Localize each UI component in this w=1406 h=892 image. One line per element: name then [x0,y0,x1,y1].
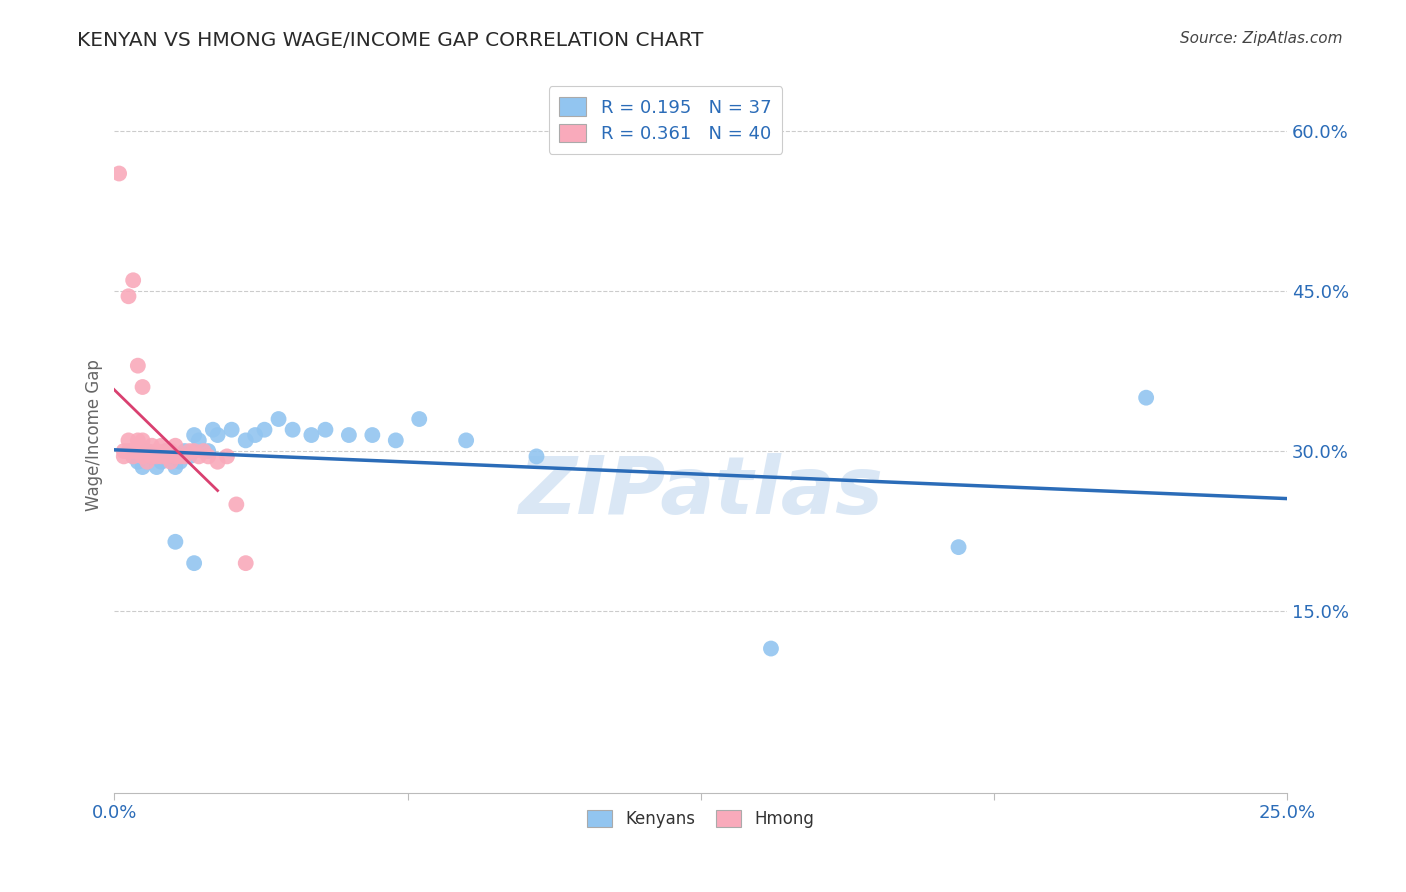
Point [183,428,205,442]
Point [221,423,243,437]
Point [201,423,224,437]
Point [281,423,304,437]
Point [215,450,238,464]
Point [193,444,215,458]
Point [253,423,276,437]
Point [187,434,209,448]
Point [141,439,163,453]
Point [173,444,195,458]
Point [122,273,145,287]
Point [127,434,149,448]
Point [131,450,153,464]
Point [136,444,159,458]
Point [131,434,153,448]
Point [948,540,970,554]
Point [150,439,173,453]
Point [112,444,135,458]
Point [179,450,201,464]
Point [145,460,167,475]
Point [122,450,145,464]
Point [165,534,187,549]
Point [136,455,159,469]
Text: KENYAN VS HMONG WAGE/INCOME GAP CORRELATION CHART: KENYAN VS HMONG WAGE/INCOME GAP CORRELAT… [77,31,704,50]
Point [267,412,290,426]
Point [759,641,782,656]
Point [155,444,177,458]
Point [117,434,139,448]
Point [145,450,167,464]
Point [197,450,219,464]
Point [197,444,219,458]
Legend: Kenyans, Hmong: Kenyans, Hmong [581,803,821,834]
Point [169,450,191,464]
Point [183,556,205,570]
Point [299,428,322,442]
Point [112,450,135,464]
Point [155,450,177,464]
Point [127,455,149,469]
Point [187,450,209,464]
Point [408,412,430,426]
Point [235,556,257,570]
Point [385,434,408,448]
Point [159,444,181,458]
Point [108,167,131,181]
Point [179,444,201,458]
Text: ZIPatlas: ZIPatlas [519,453,883,532]
Point [165,460,187,475]
Point [141,450,163,464]
Text: Source: ZipAtlas.com: Source: ZipAtlas.com [1180,31,1343,46]
Point [337,428,360,442]
Point [207,455,229,469]
Point [122,444,145,458]
Point [1135,391,1157,405]
Point [117,289,139,303]
Point [361,428,384,442]
Point [131,460,153,475]
Point [117,444,139,458]
Point [155,444,177,458]
Point [150,455,173,469]
Point [235,434,257,448]
Point [131,380,153,394]
Point [127,444,149,458]
Point [207,428,229,442]
Point [165,439,187,453]
Point [136,444,159,458]
Point [456,434,478,448]
Point [159,450,181,464]
Point [314,423,336,437]
Point [243,428,266,442]
Y-axis label: Wage/Income Gap: Wage/Income Gap [86,359,103,511]
Point [150,450,173,464]
Point [169,455,191,469]
Point [183,444,205,458]
Point [526,450,548,464]
Point [122,450,145,464]
Point [165,450,187,464]
Point [127,359,149,373]
Point [225,498,247,512]
Point [159,455,181,469]
Point [141,450,163,464]
Point [173,450,195,464]
Point [145,444,167,458]
